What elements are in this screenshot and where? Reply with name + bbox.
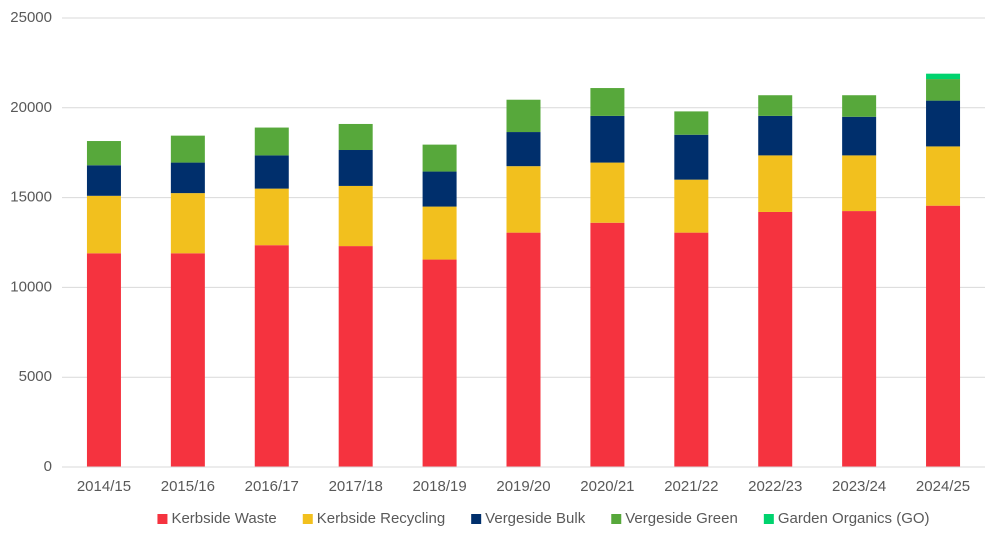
x-tick-label: 2017/18 (329, 478, 383, 495)
bar-segment (254, 188, 289, 246)
x-tick-label: 2023/24 (832, 478, 886, 495)
bar-segment (590, 162, 625, 223)
bar-segment (674, 232, 709, 467)
bar-segment (506, 132, 541, 167)
bar-segment (170, 193, 205, 254)
legend-label: Kerbside Waste (171, 510, 276, 527)
y-tick-label: 0 (44, 458, 52, 475)
bar-segment (86, 253, 121, 467)
bar-segment (86, 141, 121, 166)
x-tick-label: 2024/25 (916, 478, 970, 495)
bar-segment (926, 146, 961, 206)
legend-item: Garden Organics (GO) (763, 510, 930, 527)
bar-segment (170, 253, 205, 467)
legend-item: Vergeside Bulk (471, 510, 586, 527)
x-tick-label: 2021/22 (664, 478, 718, 495)
bar-segment (338, 246, 373, 467)
legend-swatch (763, 514, 774, 524)
legend-item: Kerbside Recycling (302, 510, 445, 527)
legend-label: Garden Organics (GO) (778, 510, 930, 527)
y-tick-label: 10000 (10, 278, 52, 295)
bar-segment (338, 185, 373, 247)
bar-segment (254, 245, 289, 467)
bar-segment (926, 73, 961, 80)
bar-segment (842, 95, 877, 117)
bar-segment (674, 179, 709, 233)
bar-segment (506, 99, 541, 133)
x-tick-label: 2022/23 (748, 478, 802, 495)
x-tick-label: 2014/15 (77, 478, 131, 495)
bar-segment (422, 144, 457, 172)
bar-segment (422, 171, 457, 207)
bar-segment (338, 123, 373, 151)
legend-swatch (302, 514, 313, 524)
legend-item: Kerbside Waste (157, 510, 277, 527)
bar-segment (926, 205, 961, 467)
x-tick-label: 2016/17 (245, 478, 299, 495)
bar-segment (86, 195, 121, 254)
bar-segment (170, 135, 205, 163)
bar-segment (338, 150, 373, 186)
bar-segment (674, 111, 709, 135)
legend-swatch (471, 514, 482, 524)
bar-segment (170, 162, 205, 194)
bar-segment (254, 155, 289, 189)
legend-swatch (157, 514, 168, 524)
bar-segment (758, 95, 793, 116)
bar-segment (758, 115, 793, 156)
bar-segment (926, 100, 961, 147)
y-tick-label: 25000 (10, 9, 52, 26)
bar-segment (422, 206, 457, 260)
bar-segment (758, 155, 793, 212)
legend-item: Vergeside Green (611, 510, 738, 527)
x-tick-label: 2019/20 (496, 478, 550, 495)
bar-segment (506, 166, 541, 233)
bar-segment (674, 134, 709, 180)
legend-label: Vergeside Green (625, 510, 738, 527)
y-tick-label: 15000 (10, 189, 52, 206)
bar-segment (842, 116, 877, 156)
bar-segment (926, 79, 961, 101)
legend-swatch (611, 514, 622, 524)
bar-segment (590, 222, 625, 467)
legend-label: Kerbside Recycling (317, 510, 445, 527)
x-tick-label: 2018/19 (412, 478, 466, 495)
x-tick-label: 2020/21 (580, 478, 634, 495)
bar-segment (590, 88, 625, 116)
y-tick-label: 5000 (19, 368, 52, 385)
bar-segment (86, 165, 121, 196)
x-tick-label: 2015/16 (161, 478, 215, 495)
bar-segment (506, 232, 541, 467)
bar-segment (422, 259, 457, 467)
bar-segment (842, 155, 877, 212)
bar-segment (758, 211, 793, 467)
bar-segment (590, 115, 625, 163)
bar-segment (842, 211, 877, 467)
y-tick-label: 20000 (10, 99, 52, 116)
legend-label: Vergeside Bulk (485, 510, 586, 527)
bar-segment (254, 127, 289, 156)
